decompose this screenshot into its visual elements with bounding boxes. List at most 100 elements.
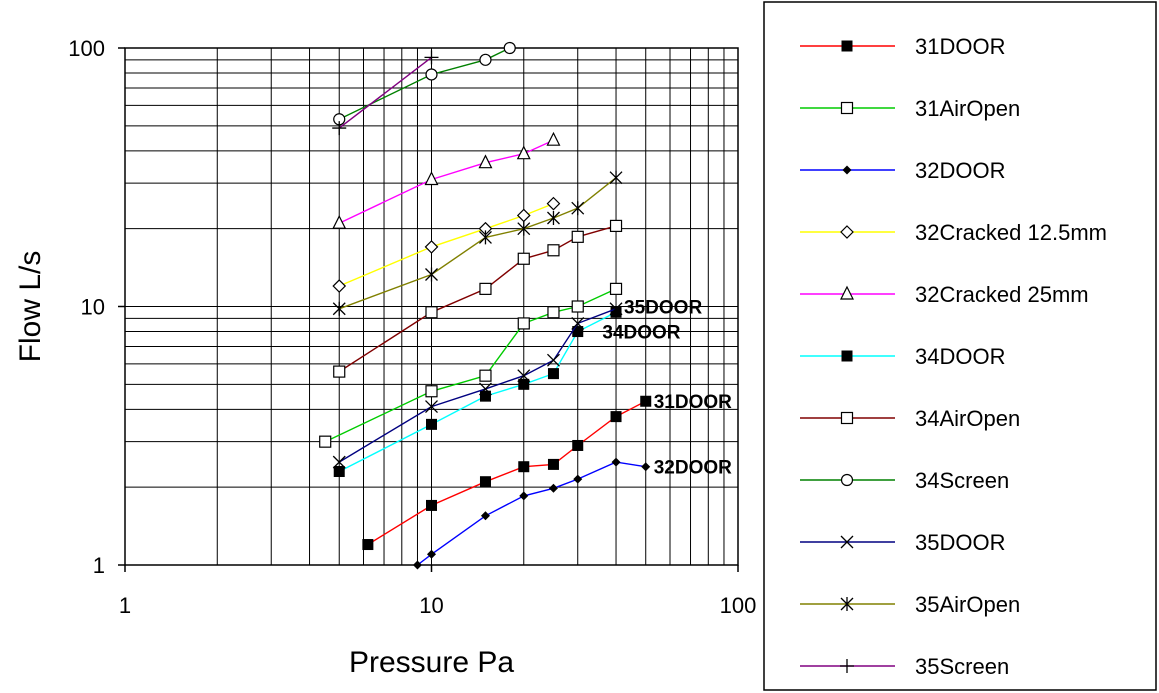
marker-31door <box>547 458 559 470</box>
marker-34screen <box>503 41 516 55</box>
y-tick-label: 10 <box>81 295 105 320</box>
legend-label: 34DOOR <box>915 344 1005 369</box>
marker-34airopen <box>425 306 438 319</box>
legend-entry: 34AirOpen <box>800 406 1020 431</box>
legend-entry: 31AirOpen <box>800 96 1020 121</box>
marker-35airopen <box>609 170 623 185</box>
series-32cracked-12-5mm <box>332 196 561 293</box>
series-34airopen <box>333 219 623 378</box>
marker-31door <box>572 439 584 451</box>
marker-35airopen <box>571 201 585 216</box>
legend-entry: 35DOOR <box>800 530 1005 555</box>
y-tick-label: 100 <box>68 36 105 61</box>
marker-34airopen <box>547 244 560 257</box>
annotations: 35DOOR 34DOOR 31DOOR 32DOOR <box>602 298 732 479</box>
series-34screen <box>333 41 516 126</box>
marker-31airopen <box>319 435 332 448</box>
marker-32door <box>519 491 529 501</box>
annotation-label: 35DOOR <box>624 298 702 319</box>
legend-label: 32Cracked 25mm <box>915 282 1089 307</box>
legend-entry: 34DOOR <box>800 344 1005 369</box>
legend-label: 34Screen <box>915 468 1009 493</box>
marker-31door <box>841 40 853 52</box>
marker-34airopen <box>840 411 854 425</box>
series-31airopen <box>319 282 623 448</box>
marker-34airopen <box>333 365 346 378</box>
y-tick-label: 1 <box>93 553 105 578</box>
x-axis-title: Pressure Pa <box>349 646 514 679</box>
marker-32cracked-25mm <box>546 131 561 146</box>
marker-34door <box>841 350 853 362</box>
marker-34airopen <box>517 252 530 265</box>
marker-31airopen <box>479 369 492 382</box>
marker-35door <box>547 353 560 367</box>
marker-32cracked-12-5mm <box>840 225 854 239</box>
marker-31door <box>518 461 530 473</box>
legend-label: 32DOOR <box>915 158 1005 183</box>
legend-label: 35AirOpen <box>915 592 1020 617</box>
series-line-32door <box>417 461 646 566</box>
legend-entry: 32DOOR <box>800 158 1005 183</box>
marker-35screen <box>424 50 439 65</box>
marker-32door <box>842 165 852 175</box>
legend-entry: 34Screen <box>800 468 1009 493</box>
legend-label: 34AirOpen <box>915 406 1020 431</box>
marker-35door <box>571 316 585 330</box>
marker-35airopen <box>479 230 492 245</box>
marker-35door <box>332 455 346 469</box>
marker-31door <box>479 476 491 488</box>
marker-35door <box>479 382 492 396</box>
y-axis-title: Flow L/s <box>14 251 47 363</box>
annotation-label: 31DOOR <box>654 392 732 413</box>
marker-32cracked-12-5mm <box>546 196 561 211</box>
marker-32door <box>641 462 651 472</box>
legend-label: 35Screen <box>915 654 1009 679</box>
marker-35airopen <box>547 210 560 225</box>
x-tick-label: 10 <box>419 593 443 618</box>
legend: 31DOOR 31AirOpen 32DOOR 32Cracked 12.5mm 32C… <box>763 1 1157 691</box>
marker-34door <box>572 326 584 338</box>
marker-32door <box>427 549 436 559</box>
legend-box <box>763 1 1157 691</box>
series-layer <box>319 41 652 570</box>
marker-35door <box>609 302 623 316</box>
marker-34door <box>547 368 559 380</box>
marker-34door <box>333 465 345 477</box>
marker-34door <box>518 378 530 390</box>
marker-35door <box>840 535 854 549</box>
marker-32cracked-12-5mm <box>332 279 347 293</box>
series-34door <box>333 306 622 477</box>
marker-31door <box>640 395 652 407</box>
marker-32cracked-25mm <box>424 171 439 186</box>
legend-label: 35DOOR <box>915 530 1005 555</box>
legend-label: 31DOOR <box>915 34 1005 59</box>
marker-32door <box>412 560 422 570</box>
legend-entry: 35AirOpen <box>800 592 1020 617</box>
series-35airopen <box>332 170 623 316</box>
series-31door <box>362 395 652 551</box>
legend-label: 32Cracked 12.5mm <box>915 220 1107 245</box>
marker-35airopen <box>332 301 346 316</box>
marker-34airopen <box>609 219 623 233</box>
marker-31airopen <box>517 317 530 330</box>
marker-34door <box>610 306 622 318</box>
marker-35screen <box>332 121 347 136</box>
tick-labels: 1 10 100 1 10 100 <box>68 36 756 618</box>
marker-31door <box>362 539 374 551</box>
marker-31airopen <box>425 385 438 398</box>
legend-label: 31AirOpen <box>915 96 1020 121</box>
marker-34screen <box>425 68 438 81</box>
marker-34door <box>426 418 437 430</box>
x-tick-label: 1 <box>119 593 131 618</box>
marker-35airopen <box>840 597 854 611</box>
marker-34door <box>479 390 491 402</box>
marker-35door <box>517 369 531 383</box>
legend-entry: 35Screen <box>800 654 1009 679</box>
series-32cracked-25mm <box>332 131 561 229</box>
marker-35airopen <box>425 267 438 282</box>
marker-32door <box>573 474 583 484</box>
marker-31door <box>426 499 437 511</box>
series-32door <box>412 457 651 570</box>
marker-32cracked-25mm <box>516 145 531 160</box>
